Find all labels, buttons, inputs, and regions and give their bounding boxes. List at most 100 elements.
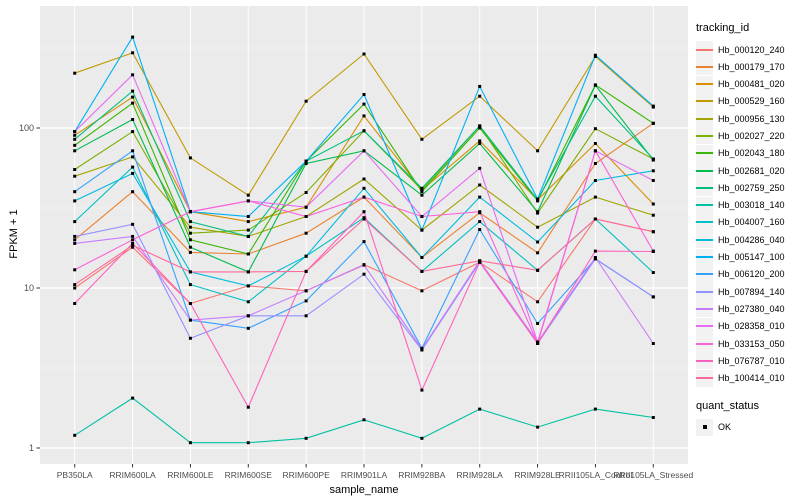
y-tick-label: 10	[24, 283, 34, 293]
legend-items-tracking-id: Hb_000120_240 Hb_000179_170 Hb_000481_020 H…	[696, 41, 800, 387]
data-point	[593, 256, 597, 259]
legend-item-label: Hb_076787_010	[718, 355, 785, 366]
data-point	[73, 199, 77, 203]
data-point	[420, 347, 424, 351]
data-point	[362, 263, 366, 267]
data-point	[188, 318, 192, 322]
legend-item-label: Hb_002027_220	[718, 130, 785, 141]
data-point	[420, 137, 424, 141]
data-point	[420, 269, 424, 273]
data-point	[362, 102, 366, 106]
legend-item-label: Hb_028358_010	[718, 321, 785, 332]
data-point	[593, 83, 597, 87]
data-point	[593, 53, 597, 57]
data-point	[131, 73, 135, 77]
data-point	[304, 314, 308, 318]
line-key-icon	[696, 369, 713, 387]
x-tick-label: RRII105LA_Stressed	[613, 470, 693, 480]
data-point	[304, 289, 308, 293]
line-key-icon	[696, 248, 713, 266]
x-tick-label: RRIM928LA	[457, 470, 504, 480]
data-point	[131, 234, 135, 238]
legend-item-label: Hb_000481_020	[718, 79, 785, 90]
legend-item: Hb_003018_140	[696, 196, 800, 214]
legend-item-label: Hb_000120_240	[718, 44, 785, 55]
data-point	[362, 210, 366, 214]
data-point	[131, 165, 135, 169]
line-key-icon	[696, 352, 713, 370]
data-point	[362, 129, 366, 133]
data-point	[131, 101, 135, 105]
data-point	[593, 149, 597, 153]
data-point	[73, 238, 77, 242]
data-point	[362, 186, 366, 190]
line-key-icon	[696, 58, 713, 76]
legend-title-quant-status: quant_status	[696, 399, 759, 412]
data-point	[246, 199, 250, 203]
data-point	[131, 51, 135, 55]
legend-item-label: OK	[718, 422, 732, 433]
legend-item: Hb_007894_140	[696, 283, 800, 301]
line-key-icon	[696, 162, 713, 180]
data-point	[478, 139, 482, 143]
y-tick-label: 1	[29, 443, 34, 453]
data-point	[593, 94, 597, 98]
data-point	[362, 240, 366, 244]
data-point	[362, 418, 366, 422]
data-point	[304, 162, 308, 165]
data-point	[246, 284, 250, 288]
line-key-icon	[696, 92, 713, 110]
data-point	[536, 251, 540, 255]
data-point	[478, 166, 482, 170]
legend-item-label: Hb_002043_180	[718, 148, 785, 159]
legend-item-label: Hb_100414_010	[718, 373, 785, 384]
data-point	[73, 168, 77, 171]
data-point	[188, 210, 192, 214]
x-tick-label: PB350LA	[57, 470, 93, 480]
x-tick-label: RRIM600SE	[225, 470, 273, 480]
x-tick-label: RRIM928LE	[514, 470, 561, 480]
data-point	[188, 225, 192, 229]
legend-item-label: Hb_002681_020	[718, 165, 785, 176]
legend-item: Hb_076787_010	[696, 352, 800, 370]
data-point	[73, 143, 77, 147]
data-point	[593, 179, 597, 182]
data-point	[651, 250, 655, 253]
data-point	[420, 193, 424, 197]
data-point	[73, 283, 77, 287]
data-point	[651, 230, 655, 234]
data-point	[246, 215, 250, 218]
data-point	[188, 245, 192, 249]
data-point	[536, 197, 540, 201]
legend-item: Hb_004007_160	[696, 213, 800, 231]
data-point	[478, 195, 482, 199]
data-point	[478, 407, 482, 411]
data-point	[536, 149, 540, 153]
data-point	[304, 99, 308, 103]
data-point	[651, 202, 655, 206]
data-point	[246, 252, 250, 256]
legend-item-label: Hb_006120_200	[718, 269, 785, 280]
data-point	[362, 149, 366, 153]
data-point	[131, 130, 135, 134]
data-point	[478, 210, 482, 214]
data-point	[73, 241, 77, 245]
data-point	[362, 272, 366, 276]
data-point	[246, 441, 250, 445]
data-point	[73, 133, 77, 137]
data-point	[131, 118, 135, 121]
data-point	[536, 300, 540, 304]
data-point	[478, 183, 482, 187]
legend-item: Hb_002759_250	[696, 179, 800, 197]
data-point	[246, 220, 250, 224]
data-point	[536, 425, 540, 429]
line-key-icon	[696, 265, 713, 283]
line-key-icon	[696, 196, 713, 214]
data-point	[420, 256, 424, 259]
legend-item-label: Hb_002759_250	[718, 182, 785, 193]
legend-item-label: Hb_027380_040	[718, 303, 785, 314]
data-point	[420, 228, 424, 232]
data-point	[73, 149, 77, 153]
legend-item-label: Hb_003018_140	[718, 200, 785, 211]
data-point	[188, 156, 192, 160]
